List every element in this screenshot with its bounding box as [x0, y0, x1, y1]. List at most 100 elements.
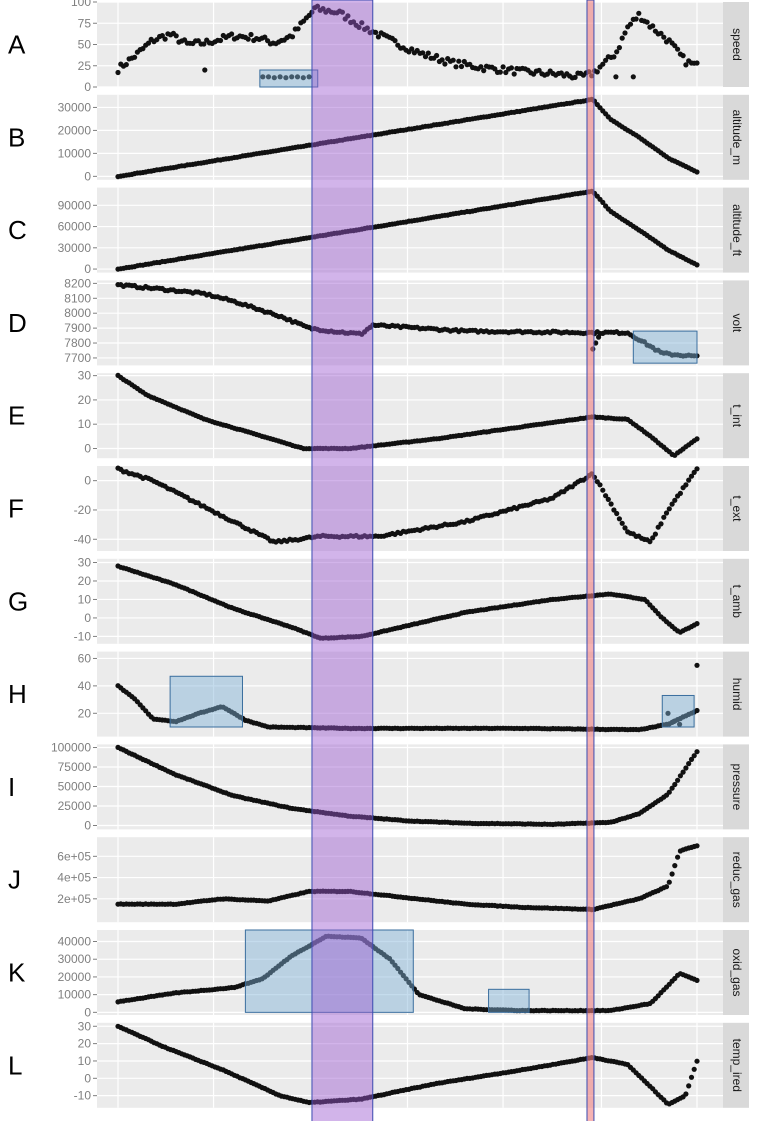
data-point: [650, 23, 656, 29]
y-tick-label: 8000: [64, 306, 91, 320]
data-point: [439, 57, 445, 63]
data-point: [694, 621, 700, 627]
facet-strip: [723, 466, 749, 551]
facet-strip-label: humid: [730, 678, 744, 711]
panel-background: [97, 837, 723, 923]
data-point: [345, 13, 351, 19]
panel-background: [97, 466, 723, 551]
series-points: [115, 1023, 700, 1107]
data-point: [277, 74, 283, 80]
series-points: [115, 563, 700, 641]
data-point: [683, 482, 689, 488]
data-point: [650, 535, 656, 541]
data-point: [694, 262, 700, 268]
facet-strip: [723, 930, 749, 1015]
y-tick-label: 7900: [64, 321, 91, 335]
data-point: [536, 67, 542, 73]
highlight-box: [488, 988, 530, 1013]
data-point: [622, 525, 628, 531]
data-point: [672, 781, 678, 788]
facet-strip: [723, 94, 749, 180]
series-points: [115, 282, 700, 359]
data-point: [691, 469, 697, 475]
y-tick-label: 40000: [58, 935, 92, 949]
panel-letter: L: [8, 1050, 22, 1080]
data-point: [603, 493, 609, 499]
data-point: [683, 62, 689, 68]
data-point: [683, 765, 689, 771]
y-tick-label: 6e+05: [57, 849, 91, 863]
data-point: [409, 46, 415, 52]
data-point: [683, 1091, 689, 1097]
data-point: [669, 501, 675, 507]
facet-strip: [723, 187, 749, 273]
facet-strip-label: t_int: [730, 404, 744, 427]
data-point: [395, 965, 401, 972]
panel-letter: E: [8, 401, 25, 431]
data-point: [669, 785, 675, 791]
facet-strip: [723, 837, 749, 923]
data-point: [669, 871, 675, 877]
y-tick-label: 0: [84, 1071, 91, 1085]
y-tick-label: 20000: [58, 970, 92, 984]
facet-strip-label: altitude_m: [730, 110, 744, 165]
data-point: [132, 54, 138, 60]
series-points: [115, 744, 700, 828]
data-point: [594, 69, 600, 75]
panel-background: [97, 651, 723, 737]
facet-strip-label: t_ext: [730, 495, 744, 522]
panel-letter: C: [8, 215, 27, 245]
data-point: [262, 34, 268, 40]
facet-strip-label: oxid_gas: [730, 948, 744, 996]
data-point: [616, 45, 623, 51]
data-point: [688, 473, 695, 479]
y-tick-label: 10000: [58, 146, 92, 160]
y-tick-label: 60000: [58, 220, 92, 234]
panel-letter: B: [8, 122, 25, 152]
panel-letter: F: [8, 494, 24, 524]
data-point: [283, 75, 289, 81]
data-point: [453, 64, 459, 70]
y-tick-label: 20000: [58, 123, 92, 137]
panel-background: [97, 187, 723, 273]
data-point: [633, 16, 639, 22]
data-point: [420, 50, 426, 56]
data-point: [503, 69, 509, 76]
data-point: [680, 769, 686, 775]
data-point: [630, 74, 636, 80]
y-tick-label: 20: [78, 574, 92, 588]
data-point: [375, 34, 381, 40]
data-point: [600, 61, 606, 67]
data-point: [688, 756, 695, 763]
panel-background: [97, 930, 723, 1015]
y-tick-label: 0: [84, 169, 91, 183]
highlight-box: [169, 675, 243, 728]
data-point: [508, 65, 514, 71]
y-tick-label: 7800: [64, 336, 91, 350]
data-point: [248, 31, 254, 38]
facet-strip-label: volt: [730, 314, 744, 333]
data-point: [608, 501, 614, 507]
data-point: [159, 33, 165, 39]
data-point: [663, 884, 670, 890]
y-tick-label: -10: [74, 1089, 92, 1103]
panel-t_int: 0 10 20 30 t_int E: [8, 369, 749, 459]
y-tick-label: 0: [84, 1005, 91, 1019]
data-point: [694, 60, 700, 66]
y-tick-label: -40: [74, 532, 92, 546]
data-point: [616, 516, 623, 522]
data-point: [458, 63, 465, 70]
data-point: [691, 753, 697, 759]
data-point: [672, 43, 678, 49]
facet-strip: [723, 1022, 749, 1108]
series-points: [115, 96, 700, 180]
data-point: [123, 62, 129, 68]
y-tick-label: 25000: [58, 799, 92, 813]
panel-t_ext: -40 -20 0 t_ext F: [8, 465, 749, 551]
data-point: [511, 71, 517, 77]
y-tick-label: 30: [78, 369, 92, 383]
data-point: [289, 74, 295, 80]
panel-letter: K: [8, 958, 26, 988]
y-tick-label: 0: [84, 441, 91, 455]
data-point: [478, 64, 484, 70]
